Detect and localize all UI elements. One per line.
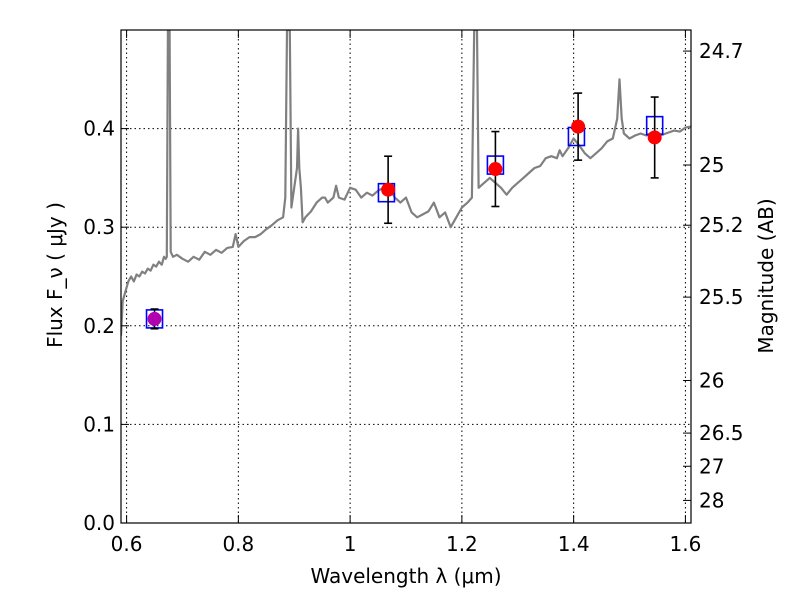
y-tick-label: 0.4 <box>83 117 115 141</box>
model-spectrum-line <box>121 30 691 336</box>
right-tick-label: 26.5 <box>699 421 744 445</box>
y-tick-label: 0.3 <box>83 215 115 239</box>
y-axis-title: Flux F_ν ( μJy ) <box>43 202 67 348</box>
ticks-layer <box>121 30 691 524</box>
right-tick-label: 26 <box>699 368 724 392</box>
observed-point <box>488 162 503 177</box>
x-axis-title: Wavelength λ (μm) <box>310 564 501 588</box>
observed-point <box>647 130 662 145</box>
grid-layer <box>121 30 691 524</box>
right-tick-label: 27 <box>699 454 724 478</box>
right-tick-label: 25.2 <box>699 213 744 237</box>
x-tick-label: 1.6 <box>670 532 702 556</box>
x-tick-label: 1.2 <box>446 532 478 556</box>
right-tick-label: 25 <box>699 153 724 177</box>
x-tick-label: 1.4 <box>558 532 590 556</box>
x-tick-label: 0.6 <box>111 532 143 556</box>
x-tick-label: 1 <box>344 532 357 556</box>
observed-point <box>571 119 586 134</box>
plot-frame <box>120 29 692 524</box>
right-tick-label: 28 <box>699 488 724 512</box>
plot-layer <box>121 30 691 336</box>
right-tick-label: 25.5 <box>699 285 744 309</box>
x-tick-label: 0.8 <box>222 532 254 556</box>
right-axis-title: Magnitude (AB) <box>754 198 778 353</box>
y-tick-label: 0.0 <box>83 511 115 535</box>
observed-point <box>147 311 162 326</box>
y-tick-label: 0.2 <box>83 314 115 338</box>
right-tick-label: 24.7 <box>699 39 744 63</box>
y-tick-label: 0.1 <box>83 412 115 436</box>
tick-labels-layer: 0.6 0.8 1 1.2 1.4 1.6 0.0 0.1 0.2 0.3 0.4 24.7 25 25.… <box>83 39 743 556</box>
observed-point <box>381 182 396 197</box>
